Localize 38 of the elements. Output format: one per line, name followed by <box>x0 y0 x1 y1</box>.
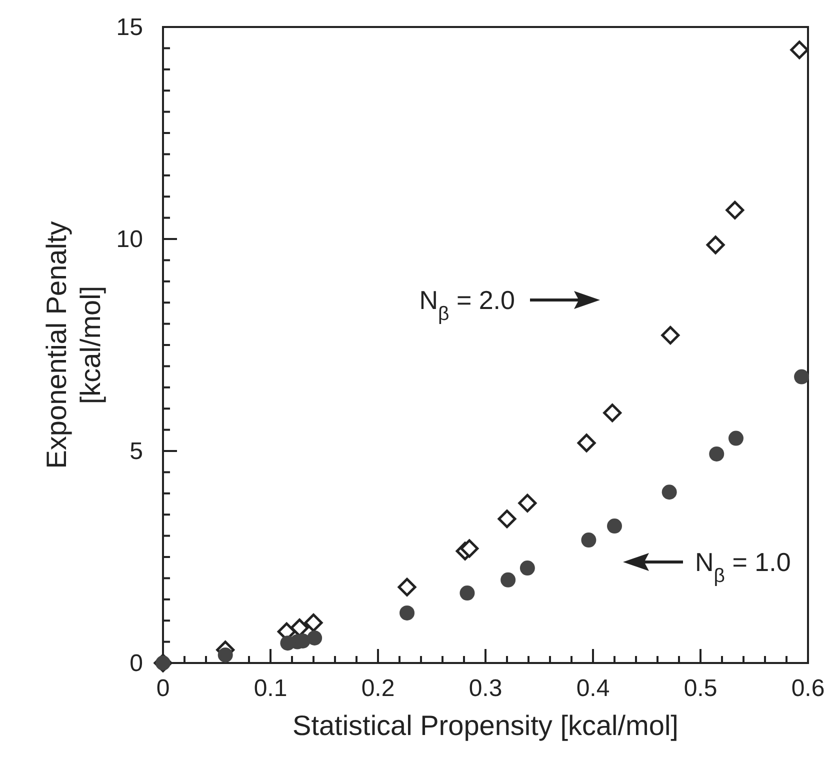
point <box>726 200 744 220</box>
y-tick-label: 15 <box>116 14 143 41</box>
point <box>218 647 233 662</box>
point <box>498 510 516 528</box>
point <box>307 630 322 646</box>
point <box>662 484 677 500</box>
y-tick-label: 0 <box>130 650 143 677</box>
point <box>706 236 725 254</box>
point <box>790 40 809 60</box>
point <box>607 518 622 534</box>
x-tick-label: 0.5 <box>684 675 718 702</box>
point <box>728 430 744 446</box>
x-tick-label: 0 <box>156 675 170 702</box>
point <box>581 532 596 548</box>
point <box>304 613 323 632</box>
point <box>520 560 535 576</box>
x-tick-label: 0.1 <box>254 675 288 702</box>
y-tick-label: 10 <box>116 226 143 253</box>
point <box>577 434 596 452</box>
point <box>400 605 415 620</box>
annotation: N$_{β}$ = 1.0 <box>695 547 791 587</box>
point <box>460 586 475 601</box>
point <box>398 578 416 596</box>
x-tick-label: 0.2 <box>361 675 395 702</box>
x-tick-label: 0.6 <box>791 675 825 702</box>
point <box>794 369 810 384</box>
point <box>500 572 516 588</box>
x-tick-label: 0.3 <box>468 675 502 702</box>
point <box>709 446 724 462</box>
y-axis-title: Exponential Penalty [kcal/mol] <box>41 221 106 469</box>
x-axis-title: Statistical Propensity [kcal/mol] <box>292 710 678 741</box>
point <box>661 326 680 344</box>
point <box>518 494 537 512</box>
x-tick-label: 0.4 <box>576 675 610 702</box>
annotation: N$_{β}$ = 2.0 <box>419 285 515 325</box>
y-tick-label: 5 <box>130 438 143 465</box>
point <box>460 539 479 558</box>
point <box>603 404 622 422</box>
